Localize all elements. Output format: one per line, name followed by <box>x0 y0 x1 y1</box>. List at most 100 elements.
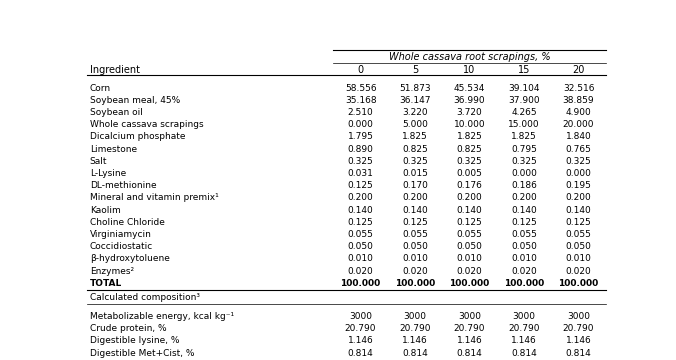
Text: 20.790: 20.790 <box>563 324 594 333</box>
Text: 1.146: 1.146 <box>511 336 537 345</box>
Text: 58.556: 58.556 <box>345 84 377 93</box>
Text: 2.510: 2.510 <box>347 108 373 117</box>
Text: Limestone: Limestone <box>90 145 137 154</box>
Text: 0.125: 0.125 <box>347 218 373 227</box>
Text: 0.015: 0.015 <box>402 169 428 178</box>
Text: 0.325: 0.325 <box>347 157 373 166</box>
Text: 38.859: 38.859 <box>562 96 594 105</box>
Text: 35.168: 35.168 <box>345 96 377 105</box>
Text: 0.200: 0.200 <box>566 193 592 202</box>
Text: 0.195: 0.195 <box>566 181 592 190</box>
Text: 100.000: 100.000 <box>558 279 599 288</box>
Text: 36.147: 36.147 <box>400 96 431 105</box>
Text: 0.050: 0.050 <box>456 242 483 251</box>
Text: 100.000: 100.000 <box>504 279 544 288</box>
Text: 20.790: 20.790 <box>508 324 540 333</box>
Text: 3000: 3000 <box>349 312 372 321</box>
Text: 0.010: 0.010 <box>456 255 483 264</box>
Text: 0.825: 0.825 <box>402 145 428 154</box>
Text: 20: 20 <box>573 64 585 75</box>
Text: Kaolim: Kaolim <box>90 206 120 215</box>
Text: 45.534: 45.534 <box>454 84 485 93</box>
Text: 20.000: 20.000 <box>563 120 594 129</box>
Text: 0.055: 0.055 <box>456 230 483 239</box>
Text: 15: 15 <box>518 64 530 75</box>
Text: 100.000: 100.000 <box>341 279 381 288</box>
Text: 0.005: 0.005 <box>456 169 483 178</box>
Text: 0.825: 0.825 <box>457 145 483 154</box>
Text: 0.125: 0.125 <box>402 218 428 227</box>
Text: 5: 5 <box>412 64 418 75</box>
Text: TOTAL: TOTAL <box>90 279 122 288</box>
Text: DL-methionine: DL-methionine <box>90 181 156 190</box>
Text: 0.325: 0.325 <box>457 157 483 166</box>
Text: 1.146: 1.146 <box>457 336 483 345</box>
Text: Whole cassava scrapings: Whole cassava scrapings <box>90 120 203 129</box>
Text: Soybean meal, 45%: Soybean meal, 45% <box>90 96 180 105</box>
Text: Salt: Salt <box>90 157 107 166</box>
Text: Coccidiostatic: Coccidiostatic <box>90 242 153 251</box>
Text: 36.990: 36.990 <box>454 96 485 105</box>
Text: 15.000: 15.000 <box>508 120 540 129</box>
Text: 0.050: 0.050 <box>511 242 537 251</box>
Text: 0.050: 0.050 <box>402 242 428 251</box>
Text: Crude protein, %: Crude protein, % <box>90 324 166 333</box>
Text: Virginiamycin: Virginiamycin <box>90 230 151 239</box>
Text: 0.055: 0.055 <box>402 230 428 239</box>
Text: 0.765: 0.765 <box>566 145 592 154</box>
Text: 4.265: 4.265 <box>511 108 537 117</box>
Text: β-hydroxytoluene: β-hydroxytoluene <box>90 255 170 264</box>
Text: 0.186: 0.186 <box>511 181 537 190</box>
Text: 20.790: 20.790 <box>345 324 377 333</box>
Text: 0.325: 0.325 <box>402 157 428 166</box>
Text: 20.790: 20.790 <box>400 324 431 333</box>
Text: 1.825: 1.825 <box>402 132 428 141</box>
Text: Enzymes²: Enzymes² <box>90 266 134 275</box>
Text: 3000: 3000 <box>458 312 481 321</box>
Text: 0.010: 0.010 <box>566 255 592 264</box>
Text: 0.140: 0.140 <box>511 206 537 215</box>
Text: 0.055: 0.055 <box>347 230 374 239</box>
Text: 5.000: 5.000 <box>402 120 428 129</box>
Text: 0.050: 0.050 <box>347 242 374 251</box>
Text: 1.795: 1.795 <box>347 132 374 141</box>
Text: 1.825: 1.825 <box>457 132 483 141</box>
Text: 0.814: 0.814 <box>566 348 592 357</box>
Text: 100.000: 100.000 <box>395 279 435 288</box>
Text: 0.125: 0.125 <box>457 218 483 227</box>
Text: 0.000: 0.000 <box>566 169 592 178</box>
Text: L-Lysine: L-Lysine <box>90 169 126 178</box>
Text: 0.010: 0.010 <box>511 255 537 264</box>
Text: 0.031: 0.031 <box>347 169 374 178</box>
Text: 0.020: 0.020 <box>566 266 592 275</box>
Text: 0.325: 0.325 <box>511 157 537 166</box>
Text: 0.050: 0.050 <box>566 242 592 251</box>
Text: 1.825: 1.825 <box>511 132 537 141</box>
Text: Digestible lysine, %: Digestible lysine, % <box>90 336 179 345</box>
Text: Whole cassava root scrapings, %: Whole cassava root scrapings, % <box>389 51 550 62</box>
Text: 0.200: 0.200 <box>511 193 537 202</box>
Text: 0.140: 0.140 <box>402 206 428 215</box>
Text: 0.170: 0.170 <box>402 181 428 190</box>
Text: 0.140: 0.140 <box>457 206 483 215</box>
Text: 0.814: 0.814 <box>457 348 483 357</box>
Text: Metabolizable energy, kcal kg⁻¹: Metabolizable energy, kcal kg⁻¹ <box>90 312 234 321</box>
Text: 0.125: 0.125 <box>511 218 537 227</box>
Text: 0.125: 0.125 <box>566 218 592 227</box>
Text: 39.104: 39.104 <box>508 84 540 93</box>
Text: Choline Chloride: Choline Chloride <box>90 218 165 227</box>
Text: 0.055: 0.055 <box>511 230 537 239</box>
Text: 0.814: 0.814 <box>402 348 428 357</box>
Text: 0.200: 0.200 <box>402 193 428 202</box>
Text: Ingredient: Ingredient <box>90 64 140 75</box>
Text: 1.840: 1.840 <box>566 132 592 141</box>
Text: Corn: Corn <box>90 84 111 93</box>
Text: 0.010: 0.010 <box>402 255 428 264</box>
Text: 0: 0 <box>358 64 364 75</box>
Text: 0.795: 0.795 <box>511 145 537 154</box>
Text: 0.140: 0.140 <box>566 206 592 215</box>
Text: 10.000: 10.000 <box>454 120 485 129</box>
Text: 37.900: 37.900 <box>508 96 540 105</box>
Text: 0.325: 0.325 <box>566 157 592 166</box>
Text: 1.146: 1.146 <box>566 336 592 345</box>
